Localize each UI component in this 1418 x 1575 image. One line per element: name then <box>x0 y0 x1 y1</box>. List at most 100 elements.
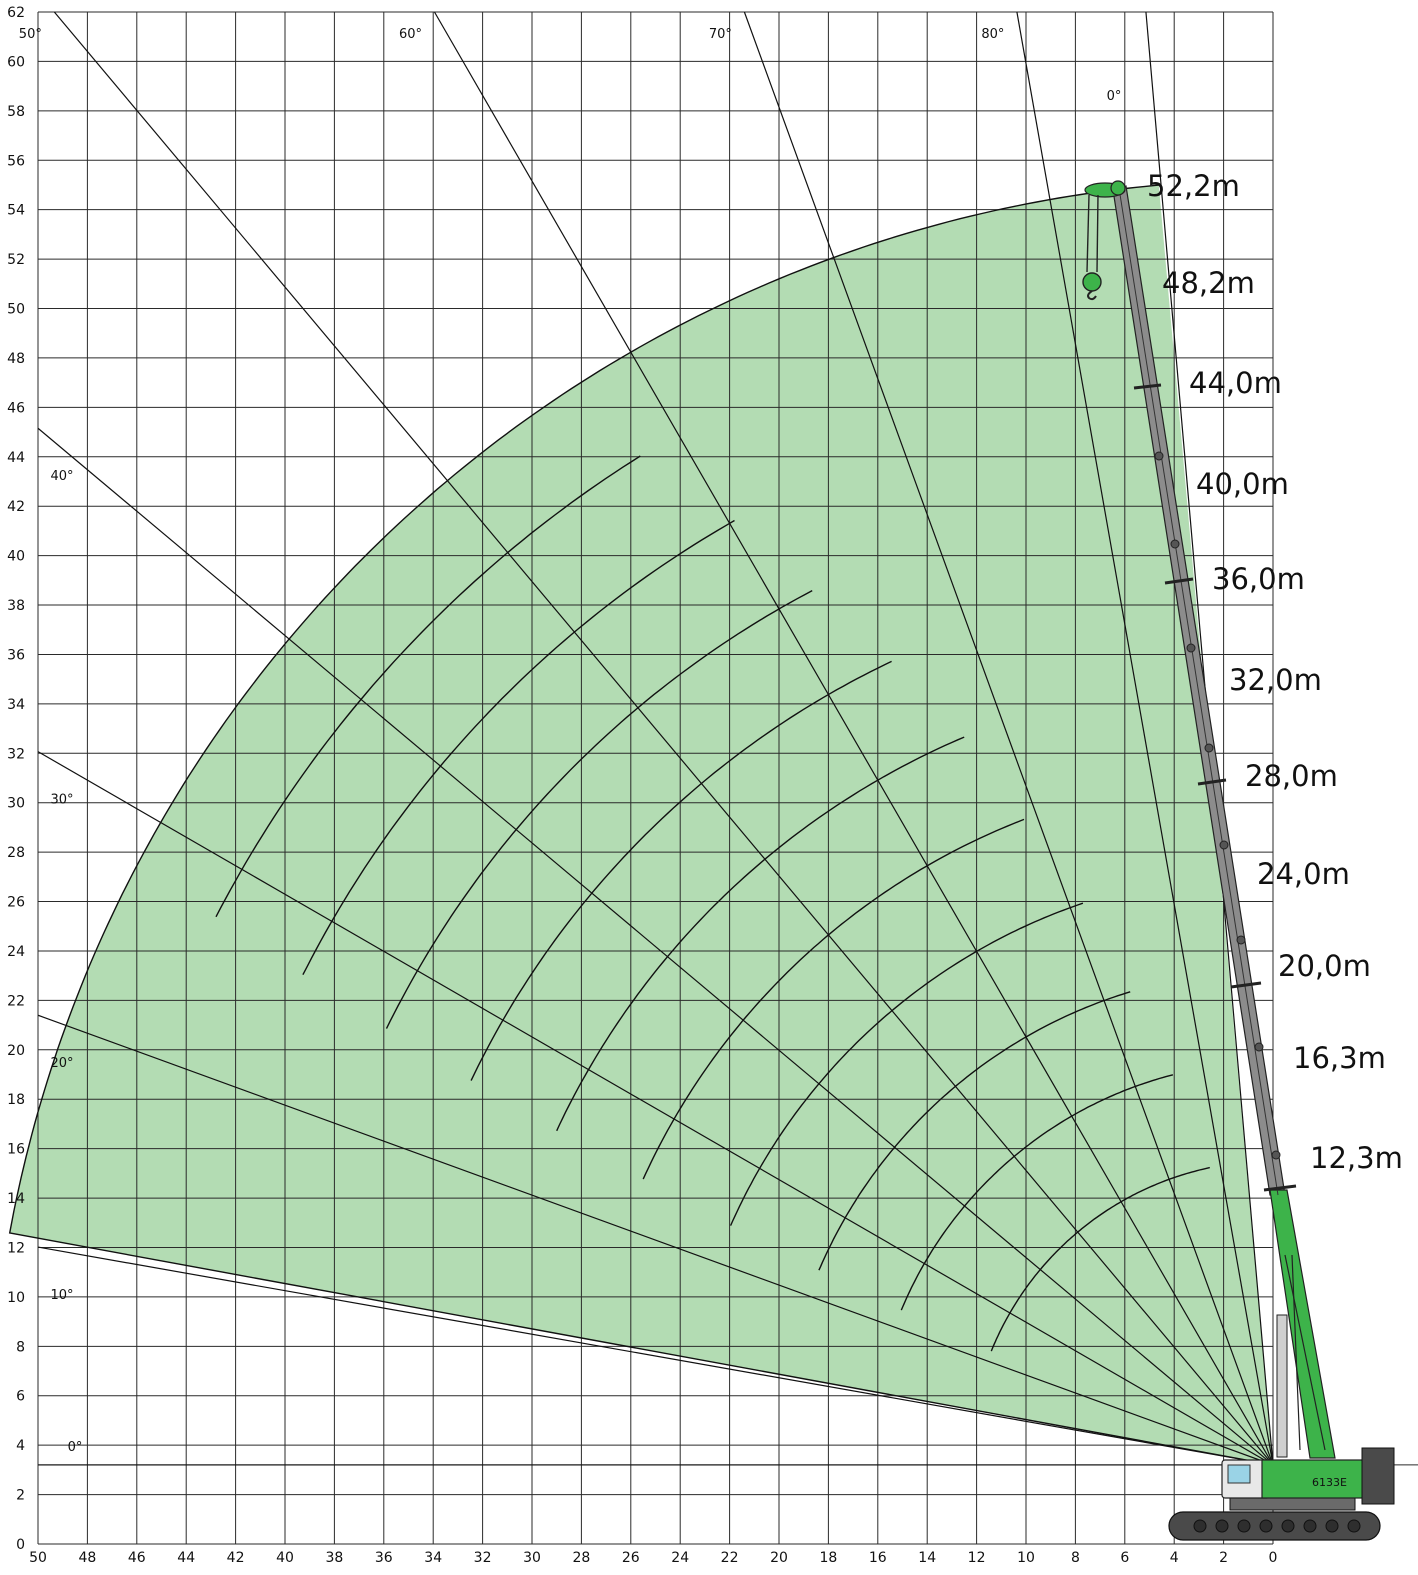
y-tick-label: 52 <box>7 252 25 268</box>
x-tick-label: 26 <box>622 1550 640 1566</box>
boom-bolt <box>1170 539 1180 549</box>
angle-lines: 0° 10° 20° 30° 40° 50° 60° 70° 80° 0° <box>19 11 1274 1466</box>
counterweight <box>1361 1447 1395 1505</box>
boom-head-sheave <box>1110 180 1126 196</box>
boom-length-arc <box>900 1074 1174 1311</box>
angle-line <box>1016 11 1274 1466</box>
y-tick-label: 62 <box>7 5 25 21</box>
base-brace <box>1284 1254 1326 1451</box>
x-tick-label: 44 <box>177 1550 195 1566</box>
boom-length-arc <box>818 991 1131 1271</box>
hoist-rope <box>1096 194 1099 273</box>
y-tick-label: 10 <box>7 1290 25 1306</box>
boom-length-arc <box>642 818 1025 1180</box>
boom-joint <box>1164 577 1194 585</box>
y-tick-label: 44 <box>7 450 25 466</box>
angle-line <box>37 1014 1274 1466</box>
cab-window <box>1227 1464 1251 1484</box>
boom-length-label: 12,3m <box>1310 1141 1403 1175</box>
boom-length-label: 40,0m <box>1196 467 1289 501</box>
y-tick-label: 40 <box>7 549 25 565</box>
angle-label: 70° <box>709 27 732 42</box>
y-tick-label: 18 <box>7 1092 25 1108</box>
y-tick-label: 36 <box>7 647 25 663</box>
y-tick-label: 0 <box>16 1537 25 1553</box>
x-tick-label: 28 <box>572 1550 590 1566</box>
y-tick-label: 30 <box>7 796 25 812</box>
angle-label: 0° <box>68 1440 83 1455</box>
boom-bolt <box>1254 1042 1264 1052</box>
y-tick-label: 60 <box>7 54 25 70</box>
x-tick-label: 34 <box>424 1550 442 1566</box>
boom-length-label: 52,2m <box>1147 169 1240 203</box>
y-tick-label: 22 <box>7 993 25 1009</box>
boom-length-arc <box>556 736 965 1132</box>
y-tick-label: 24 <box>7 944 25 960</box>
x-tick-label: 6 <box>1120 1550 1129 1566</box>
y-tick-label: 12 <box>7 1240 25 1256</box>
x-tick-label: 2 <box>1219 1550 1228 1566</box>
working-envelope-area <box>9 185 1274 1465</box>
x-tick-label: 36 <box>375 1550 393 1566</box>
y-tick-label: 48 <box>7 351 25 367</box>
track-wheel <box>1259 1519 1273 1533</box>
track-wheel <box>1215 1519 1229 1533</box>
machine-model-label: 6133E <box>1312 1476 1347 1489</box>
y-tick-label: 26 <box>7 895 25 911</box>
x-tick-label: 8 <box>1071 1550 1080 1566</box>
hook-icon <box>1087 290 1097 301</box>
y-tick-label: 2 <box>16 1488 25 1504</box>
angle-line <box>433 11 1274 1466</box>
boom-joint <box>1230 981 1262 989</box>
x-tick-label: 12 <box>968 1550 986 1566</box>
boom-length-labels: 12,3m 16,3m 20,0m 24,0m 28,0m 32,0m 36,0m 40,0m… <box>1147 169 1403 1175</box>
boom-bolt <box>1236 935 1246 945</box>
envelope-outline <box>8 184 1274 1466</box>
angle-line <box>37 1246 1274 1466</box>
angle-label: 50° <box>19 27 42 42</box>
boom-length-label: 44,0m <box>1189 366 1282 400</box>
track-wheel <box>1237 1519 1251 1533</box>
boom-length-arc <box>215 455 641 918</box>
y-axis-ticks: 0246810121416182022242628303234363840424… <box>7 5 25 1553</box>
crane-machine: 6133E <box>1168 1447 1395 1541</box>
boom-length-label: 16,3m <box>1293 1041 1386 1075</box>
luffing-cylinder <box>1276 1314 1288 1458</box>
x-tick-label: 42 <box>227 1550 245 1566</box>
y-tick-label: 32 <box>7 746 25 762</box>
x-tick-label: 46 <box>128 1550 146 1566</box>
boom-joint <box>1197 778 1227 786</box>
hoist-rope <box>1086 194 1090 273</box>
x-axis-ticks: 50 48 46 44 42 40 38 36 34 32 30 28 26 24 22 20 18 16 14 12… <box>29 1550 1277 1566</box>
boom-bolt <box>1154 451 1164 461</box>
y-tick-label: 4 <box>16 1438 25 1454</box>
angle-label: 40° <box>50 469 73 484</box>
crane-boom <box>1082 180 1336 1459</box>
y-tick-label: 56 <box>7 153 25 169</box>
angle-label: 60° <box>399 27 422 42</box>
y-tick-label: 28 <box>7 845 25 861</box>
x-tick-label: 30 <box>523 1550 541 1566</box>
track-wheel <box>1347 1519 1361 1533</box>
y-tick-label: 20 <box>7 1043 25 1059</box>
x-tick-label: 16 <box>869 1550 887 1566</box>
angle-label: 30° <box>50 793 73 808</box>
boom-length-label: 48,2m <box>1162 266 1255 300</box>
boom-length-label: 24,0m <box>1257 857 1350 891</box>
boom-joint <box>1263 1184 1297 1192</box>
track-wheel <box>1193 1519 1207 1533</box>
y-tick-label: 54 <box>7 203 25 219</box>
angle-line <box>37 427 1274 1466</box>
x-tick-label: 4 <box>1170 1550 1179 1566</box>
track-wheels <box>1193 1519 1361 1533</box>
x-tick-label: 40 <box>276 1550 294 1566</box>
boom-length-label: 20,0m <box>1278 949 1371 983</box>
hook-block <box>1082 272 1102 292</box>
y-tick-label: 58 <box>7 104 25 120</box>
angle-line <box>53 11 1274 1466</box>
angle-label: 10° <box>50 1288 73 1303</box>
boom-bolt <box>1186 643 1196 653</box>
x-tick-label: 24 <box>671 1550 689 1566</box>
boom-length-label: 28,0m <box>1245 759 1338 793</box>
